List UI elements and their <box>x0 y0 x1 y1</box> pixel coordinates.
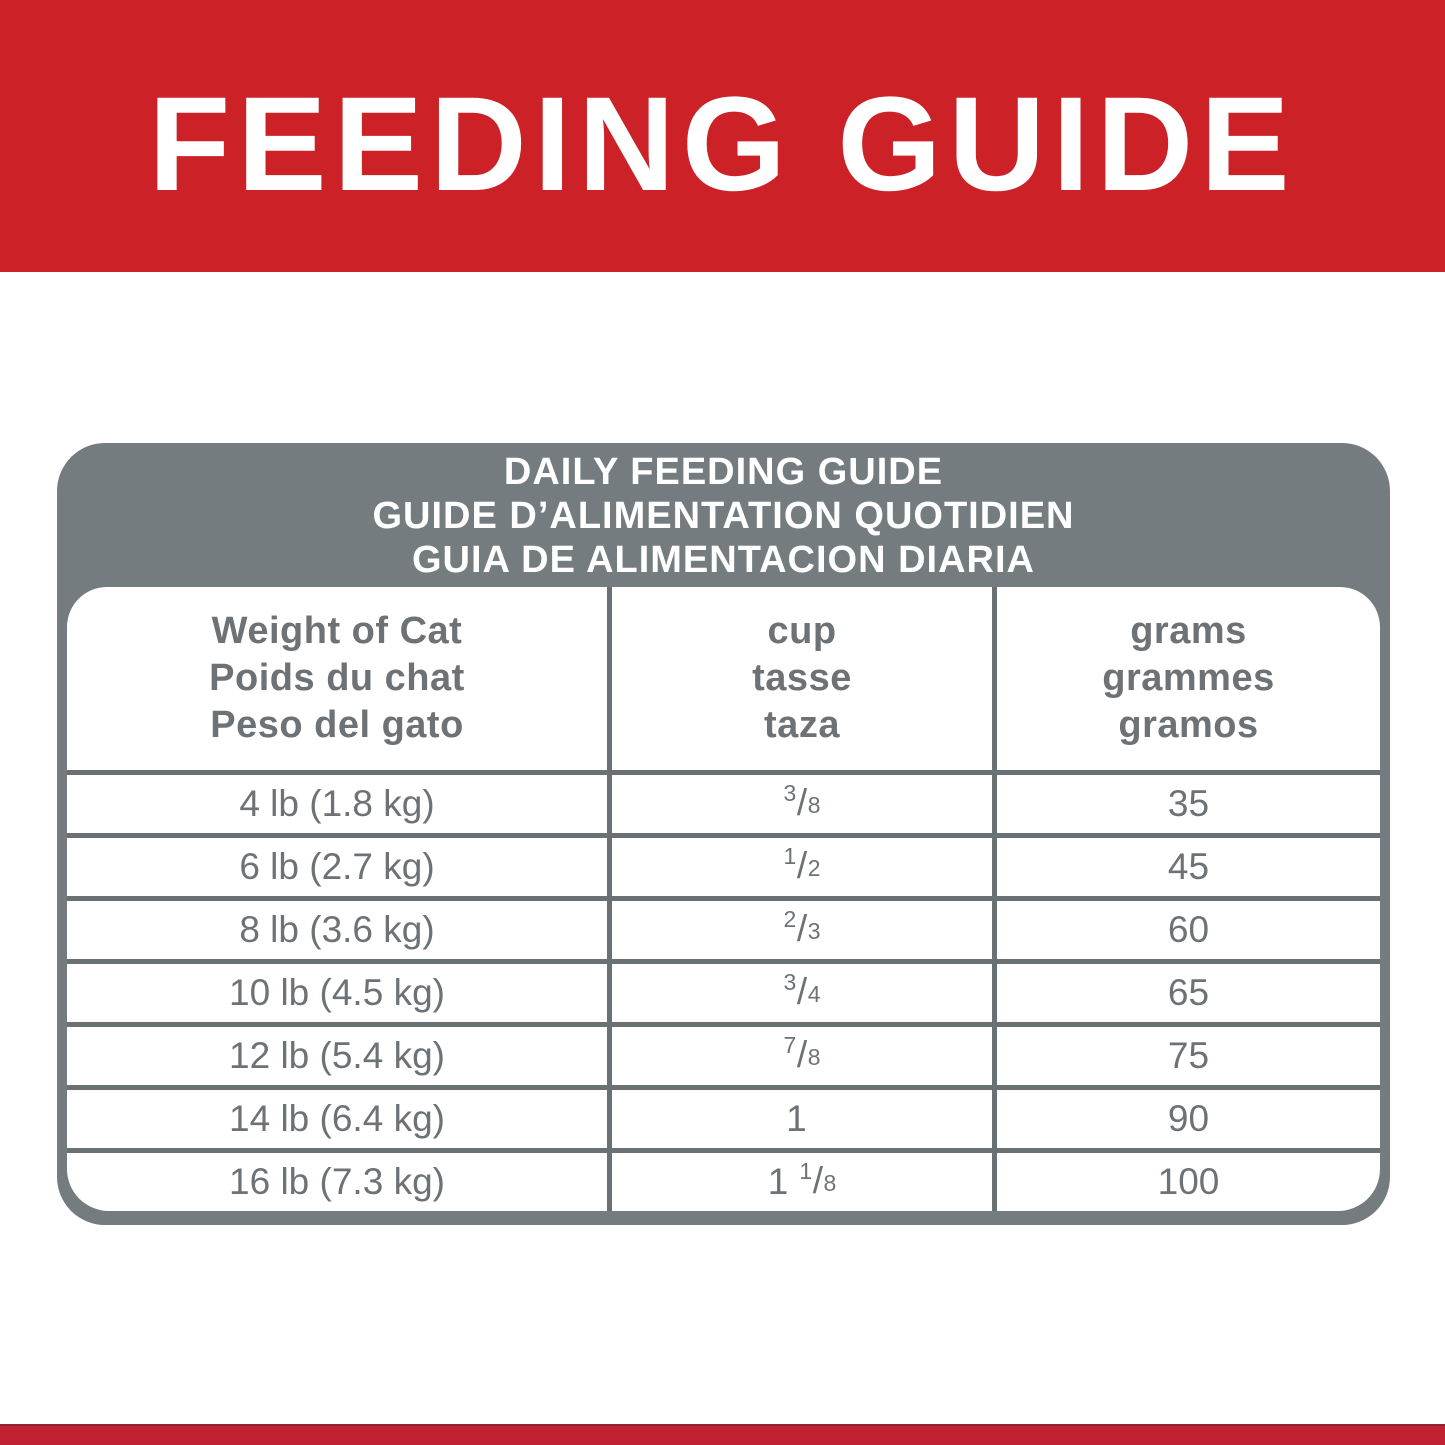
table-row: 14 lb (6.4 kg) 1 90 <box>67 1085 1380 1148</box>
table-row: 12 lb (5.4 kg) 7/8 75 <box>67 1022 1380 1085</box>
weight-cell: 6 lb (2.7 kg) <box>67 838 612 896</box>
footer-red-bar <box>0 1424 1445 1445</box>
banner-title: FEEDING GUIDE <box>148 69 1297 219</box>
card-header: DAILY FEEDING GUIDE GUIDE D’ALIMENTATION… <box>67 443 1380 587</box>
cup-fraction-numerator: 2 <box>783 905 797 932</box>
cup-fraction-numerator: 1 <box>783 842 797 869</box>
weight-cell: 8 lb (3.6 kg) <box>67 901 612 959</box>
grams-cell: 100 <box>1157 1161 1220 1202</box>
column-header-cup-line-en: cup <box>767 610 837 652</box>
feeding-table-header-row: Weight of Cat Poids du chat Peso del gat… <box>67 587 1380 770</box>
column-header-cup-line-fr: tasse <box>752 657 852 699</box>
cup-fraction-slash: / <box>796 908 808 950</box>
table-row: 4 lb (1.8 kg) 3/8 35 <box>67 770 1380 833</box>
feeding-table-rows: 4 lb (1.8 kg) 3/8 35 6 lb (2.7 kg) 1/2 45 8 lb… <box>67 770 1380 1211</box>
cup-fraction-slash: / <box>796 1034 808 1076</box>
cup-fraction-denominator: 8 <box>807 1044 821 1071</box>
cup-cell: 2/3 <box>612 901 997 959</box>
column-header-weight-line-fr: Poids du chat <box>209 657 465 699</box>
column-header-grams-line-en: grams <box>1130 610 1247 652</box>
cup-cell: 1 <box>612 1090 997 1148</box>
cup-fraction-numerator: 7 <box>783 1031 797 1058</box>
grams-cell: 75 <box>1167 1035 1210 1076</box>
column-header-grams: grams grammes gramos <box>997 587 1380 770</box>
cup-fraction-numerator: 1 <box>799 1157 813 1184</box>
grams-cell: 35 <box>1167 783 1210 824</box>
cup-fraction-denominator: 2 <box>807 855 821 882</box>
column-header-cup: cup tasse taza <box>612 587 997 770</box>
cup-cell: 1 1/8 <box>612 1153 997 1211</box>
cup-whole: 1 <box>786 1098 807 1139</box>
weight-cell: 14 lb (6.4 kg) <box>67 1090 612 1148</box>
weight-cell: 4 lb (1.8 kg) <box>67 775 612 833</box>
grams-cell: 60 <box>1167 909 1210 950</box>
cup-cell: 1/2 <box>612 838 997 896</box>
cup-fraction-slash: / <box>796 845 808 887</box>
grams-cell: 45 <box>1167 846 1210 887</box>
feeding-table: Weight of Cat Poids du chat Peso del gat… <box>67 587 1380 1211</box>
daily-feeding-guide-card: DAILY FEEDING GUIDE GUIDE D’ALIMENTATION… <box>57 443 1390 1225</box>
cup-fraction-slash: / <box>796 782 808 824</box>
column-header-grams-line-fr: grammes <box>1102 657 1275 699</box>
column-header-weight-line-es: Peso del gato <box>210 704 464 746</box>
card-title-fr: GUIDE D’ALIMENTATION QUOTIDIEN <box>372 495 1075 537</box>
table-row: 8 lb (3.6 kg) 2/3 60 <box>67 896 1380 959</box>
grams-cell: 90 <box>1167 1098 1210 1139</box>
card-title-en: DAILY FEEDING GUIDE <box>503 451 944 493</box>
cup-cell: 3/8 <box>612 775 997 833</box>
cup-fraction-denominator: 3 <box>807 918 821 945</box>
feeding-guide-banner: FEEDING GUIDE <box>0 0 1445 272</box>
column-header-cup-line-es: taza <box>764 704 840 746</box>
cup-fraction-denominator: 8 <box>823 1170 837 1197</box>
cup-fraction-slash: / <box>812 1160 823 1202</box>
cup-fraction-denominator: 8 <box>807 792 821 819</box>
weight-cell: 12 lb (5.4 kg) <box>67 1027 612 1085</box>
card-title-es: GUIA DE ALIMENTACION DIARIA <box>411 539 1035 581</box>
table-row: 10 lb (4.5 kg) 3/4 65 <box>67 959 1380 1022</box>
column-header-weight: Weight of Cat Poids du chat Peso del gat… <box>67 587 612 770</box>
weight-cell: 10 lb (4.5 kg) <box>67 964 612 1022</box>
cup-fraction-slash: / <box>796 971 808 1013</box>
cup-whole: 1 <box>767 1161 789 1202</box>
table-row: 6 lb (2.7 kg) 1/2 45 <box>67 833 1380 896</box>
cup-fraction-numerator: 3 <box>783 968 797 995</box>
cup-cell: 7/8 <box>612 1027 997 1085</box>
weight-cell: 16 lb (7.3 kg) <box>67 1153 612 1211</box>
grams-cell: 65 <box>1167 972 1210 1013</box>
table-row: 16 lb (7.3 kg) 1 1/8 100 <box>67 1148 1380 1211</box>
column-header-weight-line-en: Weight of Cat <box>211 610 463 652</box>
cup-cell: 3/4 <box>612 964 997 1022</box>
column-header-grams-line-es: gramos <box>1118 704 1259 746</box>
cup-fraction-denominator: 4 <box>807 981 821 1008</box>
cup-fraction-numerator: 3 <box>783 779 797 806</box>
